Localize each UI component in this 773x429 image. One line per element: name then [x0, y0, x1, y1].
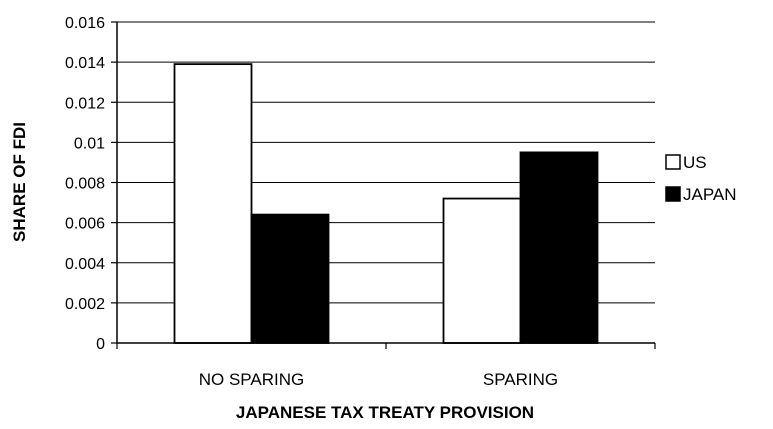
y-tick-label: 0.006	[65, 216, 105, 233]
x-category-labels: NO SPARING SPARING	[199, 370, 558, 389]
legend: US JAPAN	[665, 153, 737, 204]
bars	[173, 63, 599, 344]
y-tick-label: 0.002	[65, 296, 105, 313]
y-tick-labels: 0 0.002 0.004 0.006 0.008 0.01 0.012 0.014 0.016	[65, 15, 105, 353]
y-tick-label: 0.004	[65, 256, 105, 273]
y-tick-label: 0.014	[65, 55, 105, 72]
bar-japan-1	[519, 151, 599, 344]
x-category-label: SPARING	[483, 370, 558, 389]
y-tick-label: 0.01	[74, 135, 105, 152]
bar-us-1	[442, 197, 522, 344]
y-tick-label: 0.012	[65, 95, 105, 112]
y-axis-title: SHARE OF FDI	[10, 122, 29, 242]
y-tick-label: 0	[96, 336, 105, 353]
y-tick-label: 0.016	[65, 15, 105, 32]
legend-label-us: US	[683, 153, 707, 172]
x-category-label: NO SPARING	[199, 370, 304, 389]
legend-swatch-japan	[665, 186, 681, 202]
legend-swatch-us	[665, 154, 681, 170]
bar-japan-0	[250, 213, 330, 344]
y-tick-label: 0.008	[65, 176, 105, 193]
bar-us-0	[173, 63, 253, 344]
x-axis-title: JAPANESE TAX TREATY PROVISION	[236, 403, 534, 422]
legend-label-japan: JAPAN	[683, 185, 737, 204]
axes	[111, 21, 656, 349]
